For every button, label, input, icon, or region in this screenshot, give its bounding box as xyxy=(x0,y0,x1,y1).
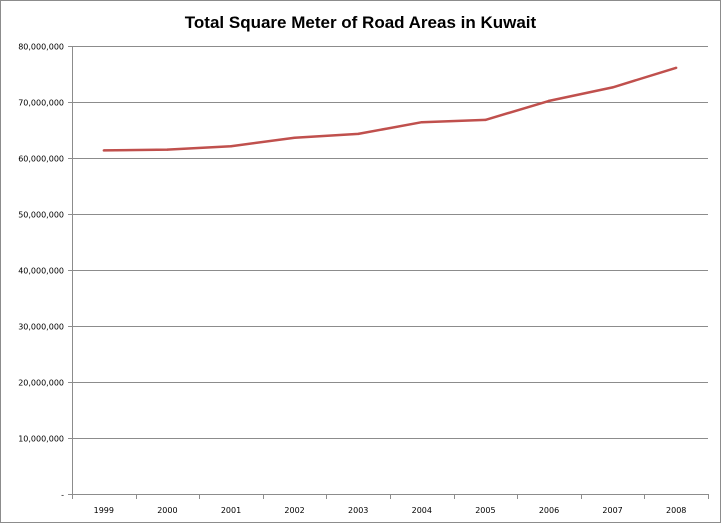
y-tick-label: 50,000,000 xyxy=(18,211,64,220)
data-point xyxy=(420,120,423,124)
data-point xyxy=(611,86,614,89)
data-point xyxy=(229,145,233,148)
x-tick-label: 2003 xyxy=(348,506,368,515)
y-tick-label: 30,000,000 xyxy=(18,323,64,332)
y-tick-label: 80,000,000 xyxy=(18,43,64,52)
y-tick-label: - xyxy=(61,491,64,500)
x-tick-label: 2006 xyxy=(539,506,559,515)
x-tick-label: 2000 xyxy=(157,506,177,515)
y-tick-label: 10,000,000 xyxy=(18,435,64,444)
y-tick-label: 60,000,000 xyxy=(18,155,64,164)
x-tick-label: 1999 xyxy=(94,506,114,515)
data-point xyxy=(102,149,106,152)
series-line xyxy=(103,66,677,152)
data-point xyxy=(547,99,551,103)
data-point xyxy=(357,132,360,136)
x-tick-label: 2004 xyxy=(412,506,432,515)
x-tick-label: 2008 xyxy=(666,506,686,515)
y-tick-label: 40,000,000 xyxy=(18,267,64,276)
chart-title: Total Square Meter of Road Areas in Kuwa… xyxy=(184,13,537,32)
x-tick-label: 2002 xyxy=(284,506,304,515)
data-point xyxy=(675,66,678,70)
y-tick-label: 20,000,000 xyxy=(18,379,64,388)
data-point xyxy=(293,136,296,140)
x-tick-label: 2001 xyxy=(221,506,241,515)
x-tick-label: 2007 xyxy=(602,506,622,515)
data-point xyxy=(484,118,487,122)
y-tick-label: 70,000,000 xyxy=(18,99,64,108)
data-point xyxy=(166,148,169,151)
x-tick-label: 2005 xyxy=(475,506,495,515)
